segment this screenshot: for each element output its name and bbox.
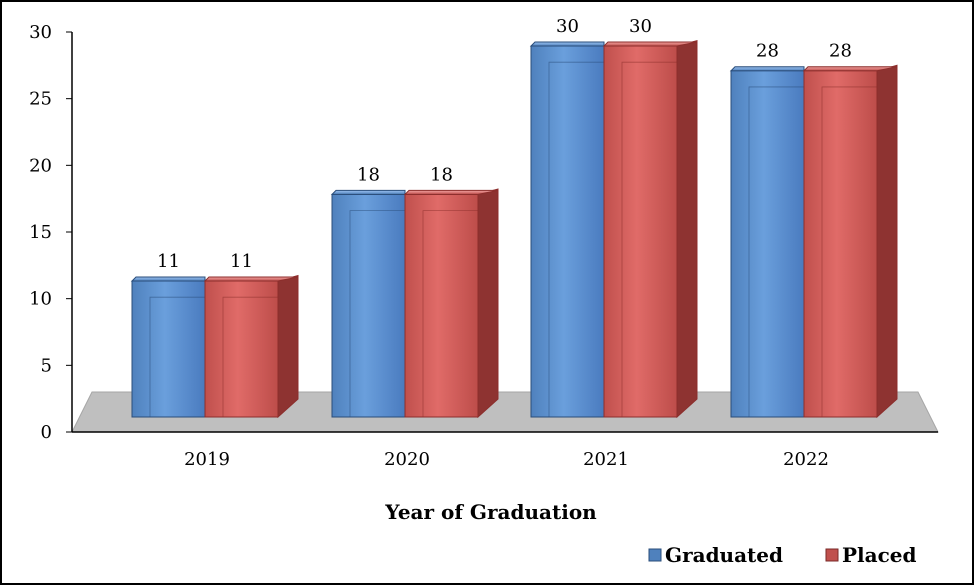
legend-swatch-placed	[825, 548, 839, 562]
y-tick-label: 10	[29, 289, 52, 310]
legend: Graduated Placed	[648, 543, 916, 567]
bar-inner-edge	[621, 61, 677, 417]
bar-graduated-2019	[130, 276, 206, 418]
data-label: 30	[556, 16, 579, 37]
y-tick-label: 30	[29, 22, 52, 43]
data-labels-layer: 11 11 18 18 30 30 28 28	[157, 16, 852, 272]
bar-inner-edge	[548, 61, 604, 417]
bar-placed-2021	[602, 39, 698, 419]
bar-front-face	[131, 280, 206, 418]
y-tick-label: 0	[41, 422, 52, 443]
bar-top-face	[529, 41, 605, 47]
legend-swatch-graduated	[648, 548, 662, 562]
data-label: 28	[756, 41, 779, 62]
bar-side-face	[277, 274, 299, 419]
bar-inner-edge	[748, 86, 804, 417]
data-label: 28	[829, 41, 852, 62]
bar-side-face	[876, 64, 898, 419]
bar-front-face	[603, 45, 678, 418]
y-tick-label: 20	[29, 155, 52, 176]
bar-inner-edge	[422, 210, 478, 417]
bar-inner-edge	[222, 296, 278, 417]
x-tick-label: 2019	[184, 449, 230, 470]
x-tick-label: 2021	[583, 449, 629, 470]
bar-top-face	[203, 276, 299, 282]
y-tick-label: 15	[29, 222, 52, 243]
bar-placed-2020	[403, 188, 499, 419]
bar-graduated-2020	[330, 189, 406, 418]
data-label: 18	[357, 164, 380, 185]
y-tick-label: 25	[29, 89, 52, 110]
data-label: 11	[230, 251, 253, 272]
legend-label-placed: Placed	[842, 543, 916, 567]
bar-side-face	[477, 188, 499, 419]
bar-top-face	[802, 66, 898, 72]
x-axis-ticks: 2019 2020 2021 2022	[184, 449, 829, 470]
y-axis-ticks: 0 5 10 15 20 25 30	[29, 22, 72, 443]
bar-front-face	[331, 193, 406, 418]
x-tick-label: 2020	[384, 449, 430, 470]
bar-inner-edge	[821, 86, 877, 417]
bar-inner-edge	[149, 296, 205, 417]
bars-layer	[130, 39, 898, 419]
bar-placed-2022	[802, 64, 898, 419]
bar-graduated-2022	[729, 66, 805, 418]
bar-front-face	[730, 70, 805, 418]
bar-top-face	[403, 189, 499, 195]
x-axis-title: Year of Graduation	[384, 500, 597, 524]
bar-placed-2019	[203, 274, 299, 419]
data-label: 30	[629, 16, 652, 37]
bar-top-face	[729, 66, 805, 72]
bar-graduated-2021	[529, 41, 605, 418]
data-label: 18	[430, 164, 453, 185]
y-tick-label: 5	[41, 355, 52, 376]
bar-top-face	[330, 189, 406, 195]
bar-front-face	[803, 70, 878, 418]
bar-front-face	[530, 45, 605, 418]
data-label: 11	[157, 251, 180, 272]
bar-side-face	[676, 39, 698, 419]
bar-front-face	[204, 280, 279, 418]
legend-label-graduated: Graduated	[665, 543, 783, 567]
x-tick-label: 2022	[783, 449, 829, 470]
bar-top-face	[602, 41, 698, 47]
bar-front-face	[404, 193, 479, 418]
bar-top-face	[130, 276, 206, 282]
bar-inner-edge	[349, 210, 405, 417]
